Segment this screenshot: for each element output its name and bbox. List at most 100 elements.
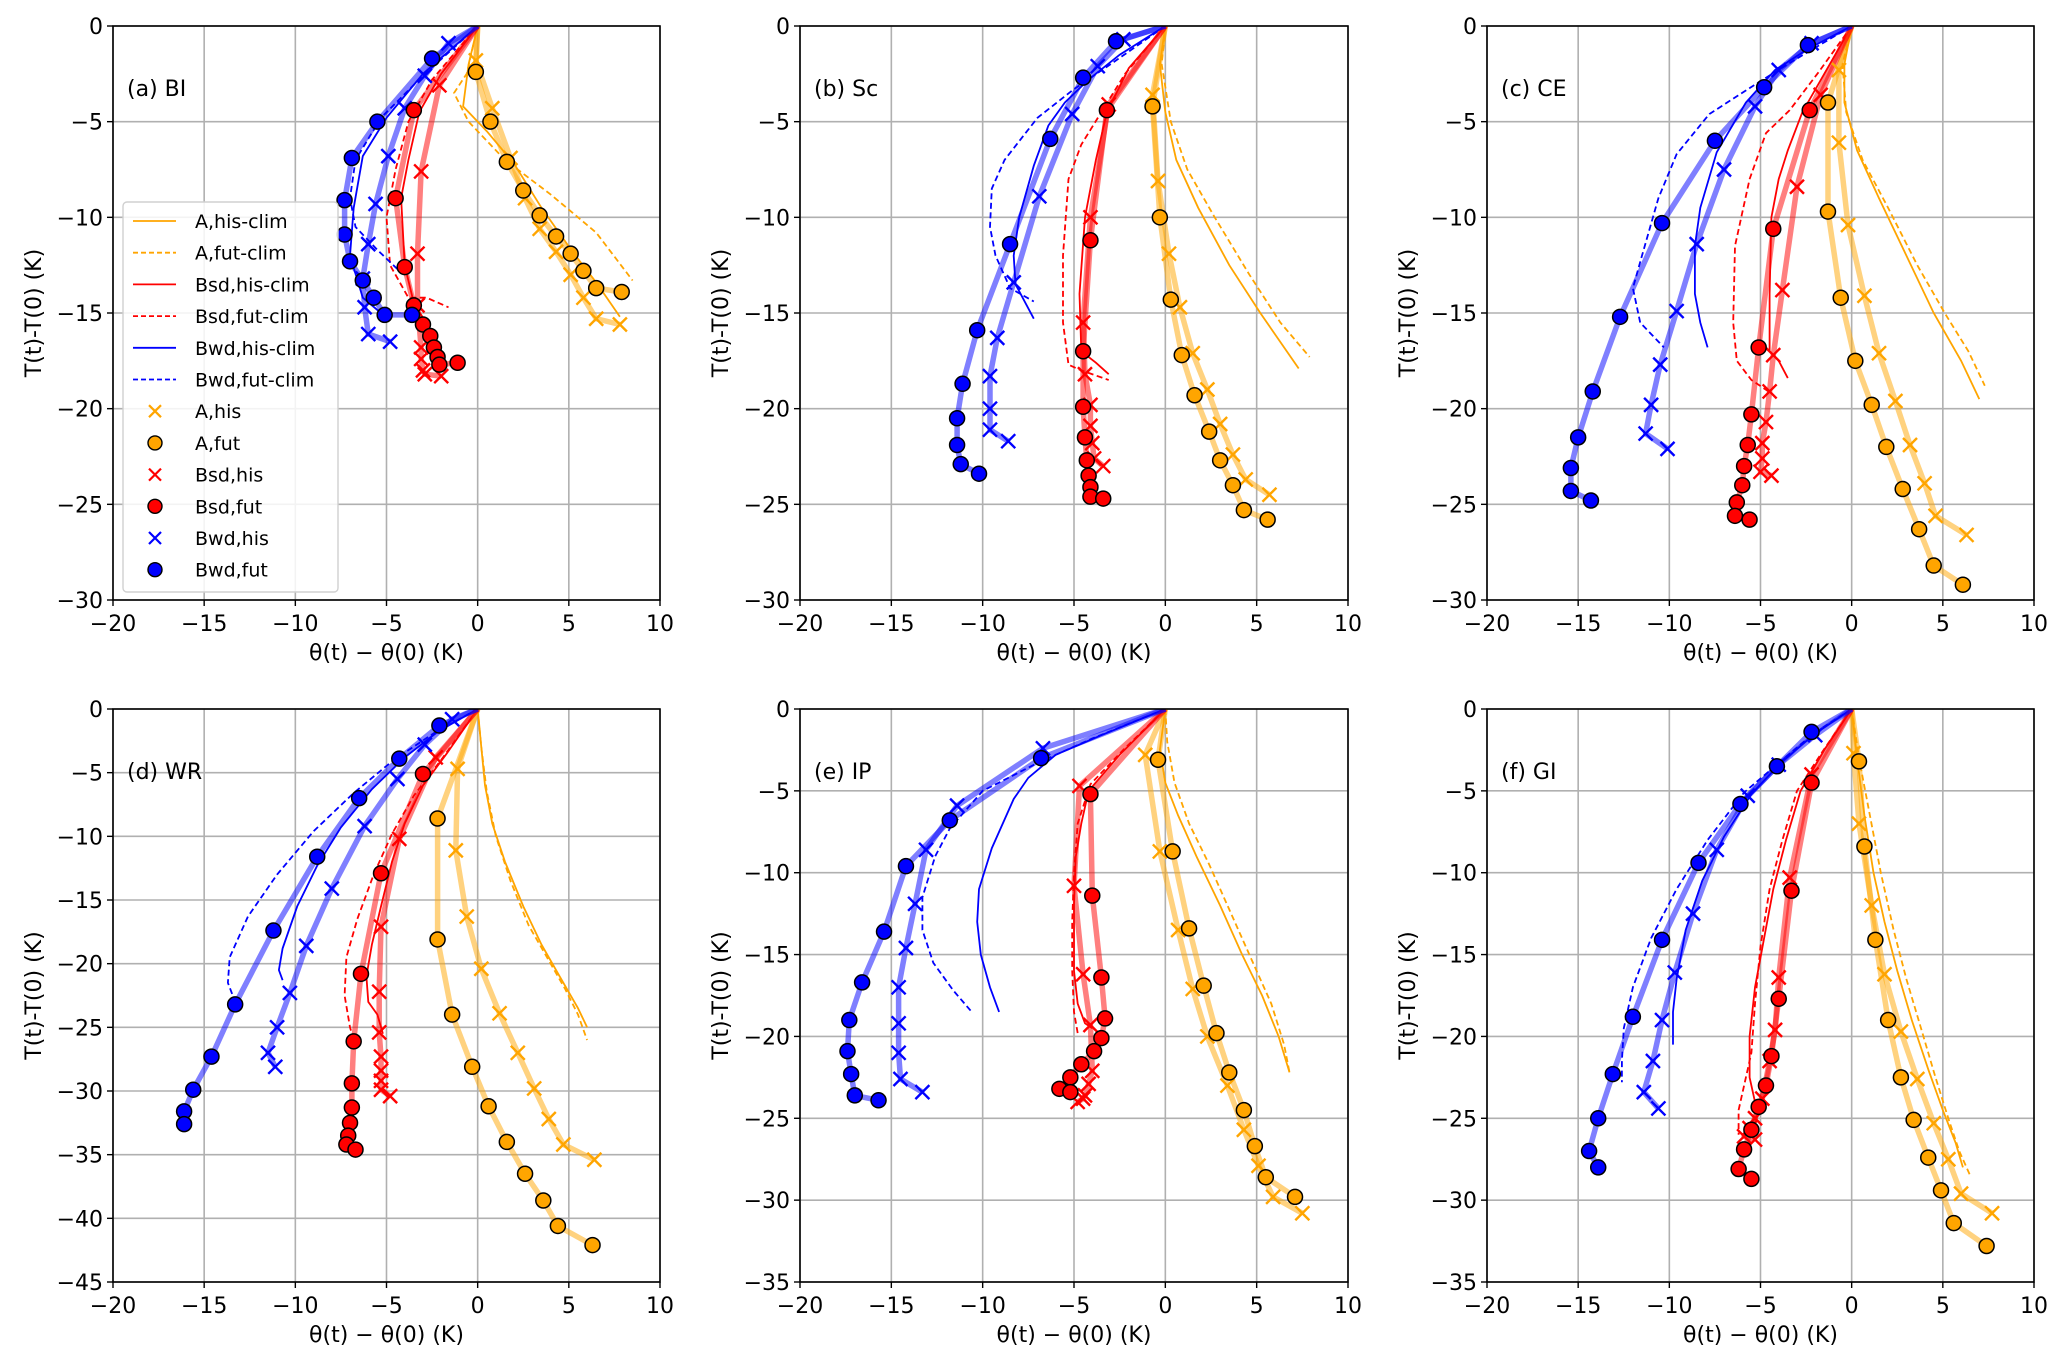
x-tick-label: −15 <box>868 612 914 637</box>
legend-label: Bwd,fut <box>195 560 268 582</box>
marker-dot-bwd-fut <box>1611 308 1629 326</box>
plot-area <box>175 709 603 1254</box>
y-tick-label: 0 <box>89 15 103 40</box>
marker-dot-bwd-fut <box>1562 482 1580 500</box>
plot-area <box>839 709 1311 1222</box>
marker-dot-a-fut <box>1919 1149 1937 1166</box>
marker-x-a-his <box>1902 437 1918 453</box>
y-tick-label: −20 <box>1431 1025 1477 1050</box>
marker-dot-a-fut <box>1925 557 1942 574</box>
x-tick-label: −20 <box>90 1294 136 1319</box>
series-line-a-his-clim <box>462 26 621 318</box>
marker-x-bwd-his <box>1659 440 1676 457</box>
y-tick-label: −5 <box>1445 111 1477 136</box>
marker-x-bsd-his <box>391 831 408 847</box>
marker-dot-a-fut <box>480 1098 497 1115</box>
y-tick-label: −30 <box>57 1080 103 1105</box>
series-line-bwd-fut-clim <box>349 26 479 272</box>
marker-dot-bsd-fut <box>345 1033 362 1050</box>
marker-dot-bwd-fut <box>423 50 441 67</box>
marker-dot-bwd-fut <box>341 253 359 270</box>
marker-dot-bwd-fut <box>1589 1110 1607 1127</box>
marker-dot-bwd-fut <box>1001 235 1019 253</box>
marker-dot-bsd-fut <box>347 1141 364 1158</box>
y-tick-label: −20 <box>57 398 103 423</box>
marker-x-a-his <box>1893 1023 1909 1040</box>
marker-x-a-his <box>1831 62 1847 78</box>
marker-dot-bwd-fut <box>1584 383 1602 400</box>
marker-x-bsd-his <box>431 77 448 94</box>
marker-dot-bsd-fut <box>1765 220 1782 238</box>
legend-x-marker <box>148 467 162 482</box>
panel-title: (f) GI <box>1501 760 1556 785</box>
marker-dot-bsd-fut <box>1750 1098 1767 1116</box>
marker-dot-a-fut <box>1856 838 1873 855</box>
marker-dot-bwd-fut <box>354 272 372 289</box>
y-tick-label: −30 <box>744 589 790 614</box>
marker-x-bsd-his <box>1075 314 1091 331</box>
x-tick-label: −15 <box>181 612 227 637</box>
marker-x-bwd-his <box>914 1084 931 1100</box>
marker-dot-bwd-fut <box>1107 33 1125 50</box>
legend-x-marker <box>148 531 162 545</box>
marker-x-bsd-his <box>1080 1076 1097 1092</box>
legend-label: A,his <box>195 401 241 423</box>
y-tick-label: 0 <box>89 698 103 723</box>
marker-dot-bwd-fut <box>431 717 448 734</box>
marker-dot-bwd-fut <box>968 321 986 339</box>
marker-dot-a-fut <box>1257 1168 1275 1186</box>
marker-dot-bsd-fut <box>396 258 413 276</box>
series-line-a-his-clim <box>476 709 588 1028</box>
y-tick-label: −10 <box>1431 862 1477 887</box>
y-tick-label: −15 <box>744 302 790 327</box>
marker-dot-a-fut <box>1892 1069 1910 1086</box>
marker-x-bwd-his <box>918 841 934 858</box>
marker-x-bsd-his <box>415 362 431 379</box>
legend-dot-marker <box>147 498 163 514</box>
marker-dot-a-fut <box>498 1133 516 1151</box>
marker-x-bsd-his <box>1763 467 1780 484</box>
marker-x-bsd-his <box>1770 969 1787 986</box>
x-tick-label: −15 <box>181 1294 227 1319</box>
y-tick-label: −25 <box>744 1107 790 1132</box>
y-tick-label: −5 <box>71 762 103 787</box>
panel-title: (a) BI <box>127 77 186 102</box>
legend-label: Bsd,his-clim <box>195 274 310 296</box>
marker-dot-bsd-fut <box>1096 1010 1114 1027</box>
y-tick-label: −10 <box>744 206 790 231</box>
marker-dot-a-fut <box>1910 520 1928 538</box>
marker-dot-a-fut <box>429 931 446 948</box>
marker-x-bwd-his <box>1747 98 1763 115</box>
marker-dot-bwd-fut <box>265 922 282 939</box>
marker-dot-bwd-fut <box>1706 132 1724 150</box>
series-line-bsd-fut-clim <box>343 709 479 1041</box>
panel-6: −20 −15 −10 −5 0 5 10 0 −5 −10 −15 −20 −25 −30 −35 θ(t)… <box>1396 698 2048 1348</box>
marker-x-a-his <box>1261 486 1278 503</box>
legend-label: A,fut <box>195 433 240 455</box>
marker-x-bwd-his <box>440 35 457 52</box>
marker-x-bwd-his <box>1064 106 1081 122</box>
series-line-a-fut-clim <box>1160 26 1311 358</box>
marker-x-a-his <box>1940 1151 1957 1168</box>
marker-dot-a-fut <box>463 1058 481 1076</box>
marker-dot-a-fut <box>1832 289 1849 306</box>
series-path-a-fut <box>1149 26 1269 523</box>
marker-x-a-his <box>531 220 548 237</box>
marker-x-a-his <box>1161 245 1177 262</box>
marker-x-bsd-his <box>413 163 429 180</box>
marker-dot-a-fut <box>1162 291 1180 308</box>
marker-x-bwd-his <box>890 1015 907 1032</box>
marker-dot-a-fut <box>535 1192 552 1209</box>
marker-dot-bwd-fut <box>846 1087 864 1104</box>
marker-x-bwd-his <box>1770 62 1787 78</box>
series-path-bsd-his <box>1071 709 1168 1105</box>
marker-dot-a-fut <box>1164 843 1181 860</box>
marker-x-a-his <box>1863 897 1880 914</box>
marker-dot-bwd-fut <box>1755 78 1773 96</box>
legend-label: Bwd,fut-clim <box>195 370 314 392</box>
marker-x-bwd-his <box>907 895 923 912</box>
marker-x-a-his <box>1236 1121 1252 1138</box>
marker-dot-bwd-fut <box>403 306 421 324</box>
y-axis-label: T(t)-T(0) (K) <box>1396 249 1421 378</box>
marker-dot-bwd-fut <box>897 857 915 875</box>
